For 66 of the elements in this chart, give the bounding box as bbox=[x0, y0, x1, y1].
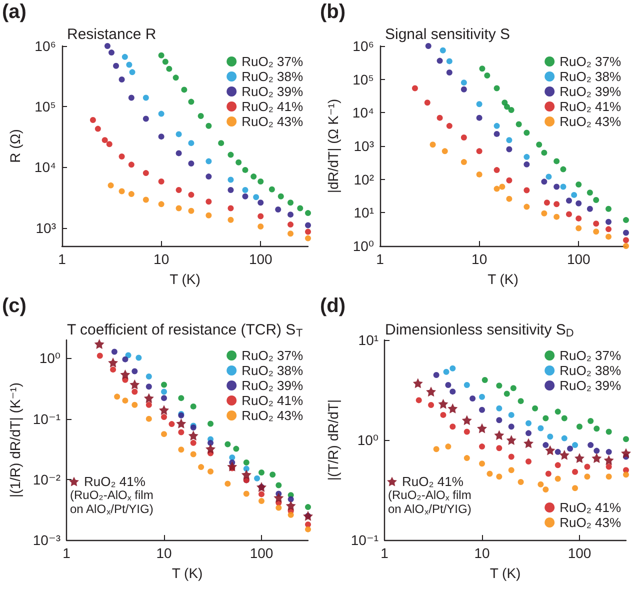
y-tick-label: 10⁻² bbox=[32, 471, 61, 488]
chart-title: Resistance R bbox=[67, 26, 156, 43]
legend-label: RuO₂ 39% bbox=[560, 84, 622, 99]
legend-label: RuO₂ 39% bbox=[242, 378, 304, 393]
chart-title: Signal sensitivity S bbox=[385, 26, 510, 43]
legend-label: RuO₂ 37% bbox=[242, 348, 304, 363]
legend-label: RuO₂ 41% bbox=[84, 474, 146, 489]
x-tick-label: 10 bbox=[472, 251, 488, 267]
y-tick-label: 10³ bbox=[354, 138, 374, 154]
x-axis-title: T (K) bbox=[172, 565, 203, 581]
y-axis-title: |(T/R) dR/dT| bbox=[325, 399, 341, 481]
legend-label: RuO₂ 43% bbox=[242, 408, 304, 423]
y-tick-label: 10⁻¹ bbox=[32, 410, 61, 427]
x-tick-label: 1 bbox=[62, 545, 71, 561]
x-tick-label: 1 bbox=[376, 251, 384, 267]
legend-label: RuO₂ 39% bbox=[560, 378, 622, 393]
y-tick-label: 10¹ bbox=[354, 204, 374, 221]
y-tick-label: 10⁻¹ bbox=[350, 532, 379, 548]
x-tick-label: 100 bbox=[568, 545, 592, 561]
y-tick-label: 10² bbox=[354, 171, 374, 188]
legend-label: RuO₂ 38% bbox=[560, 69, 622, 84]
x-tick-label: 100 bbox=[566, 251, 591, 267]
text: (c) bbox=[2, 295, 26, 317]
y-tick-label: 10⁶ bbox=[352, 38, 374, 54]
y-tick-label: 10⁵ bbox=[34, 98, 56, 115]
legend-label: RuO₂ 39% bbox=[242, 84, 304, 99]
legend-label: RuO₂ 41% bbox=[402, 474, 464, 489]
x-tick-label: 1 bbox=[58, 251, 66, 267]
x-axis-title: T (K) bbox=[170, 271, 200, 287]
legend-label: RuO₂ 43% bbox=[242, 114, 304, 129]
x-tick-label: 10 bbox=[154, 251, 170, 267]
y-tick-label: 10⁴ bbox=[352, 104, 374, 121]
legend-label: RuO₂ 41% bbox=[560, 500, 622, 515]
x-tick-label: 10 bbox=[474, 545, 490, 561]
x-tick-label: 100 bbox=[248, 251, 273, 267]
x-axis-title: T (K) bbox=[488, 271, 518, 287]
y-tick-label: 10⁰ bbox=[357, 432, 379, 448]
legend-label: RuO₂ 43% bbox=[560, 114, 622, 129]
x-tick-label: 10 bbox=[156, 545, 172, 561]
x-tick-label: 100 bbox=[250, 545, 274, 561]
text: (b) bbox=[320, 1, 346, 23]
legend-label: RuO₂ 37% bbox=[560, 348, 622, 363]
legend-label: RuO₂ 38% bbox=[242, 69, 304, 84]
y-tick-label: 10¹ bbox=[358, 332, 379, 348]
legend-label: RuO₂ 41% bbox=[560, 99, 622, 114]
y-tick-label: 10⁰ bbox=[39, 350, 61, 366]
legend-label: RuO₂ 37% bbox=[560, 54, 622, 69]
x-axis-title: T (K) bbox=[490, 565, 521, 581]
y-tick-label: 10³ bbox=[36, 220, 56, 236]
x-tick-label: 1 bbox=[380, 545, 389, 561]
y-tick-label: 10⁻³ bbox=[32, 532, 61, 548]
legend-label: RuO₂ 43% bbox=[560, 515, 622, 530]
y-tick-label: 10⁴ bbox=[34, 159, 56, 176]
legend-label: RuO₂ 38% bbox=[560, 363, 622, 378]
y-tick-label: 10⁵ bbox=[352, 71, 374, 88]
text: (d) bbox=[320, 295, 346, 317]
y-axis-title: |dR/dT| (Ω K⁻¹) bbox=[325, 98, 341, 194]
legend-label: RuO₂ 38% bbox=[242, 363, 304, 378]
legend-label: RuO₂ 41% bbox=[242, 393, 304, 408]
y-axis-title: R (Ω) bbox=[7, 129, 23, 163]
y-tick-label: 10⁰ bbox=[352, 238, 374, 254]
y-axis-title: |(1/R) dR/dT| (K⁻¹) bbox=[7, 382, 23, 498]
legend-label: RuO₂ 37% bbox=[242, 54, 304, 69]
text: (a) bbox=[2, 1, 26, 23]
legend-label: RuO₂ 41% bbox=[242, 99, 304, 114]
y-tick-label: 10⁶ bbox=[34, 38, 56, 54]
